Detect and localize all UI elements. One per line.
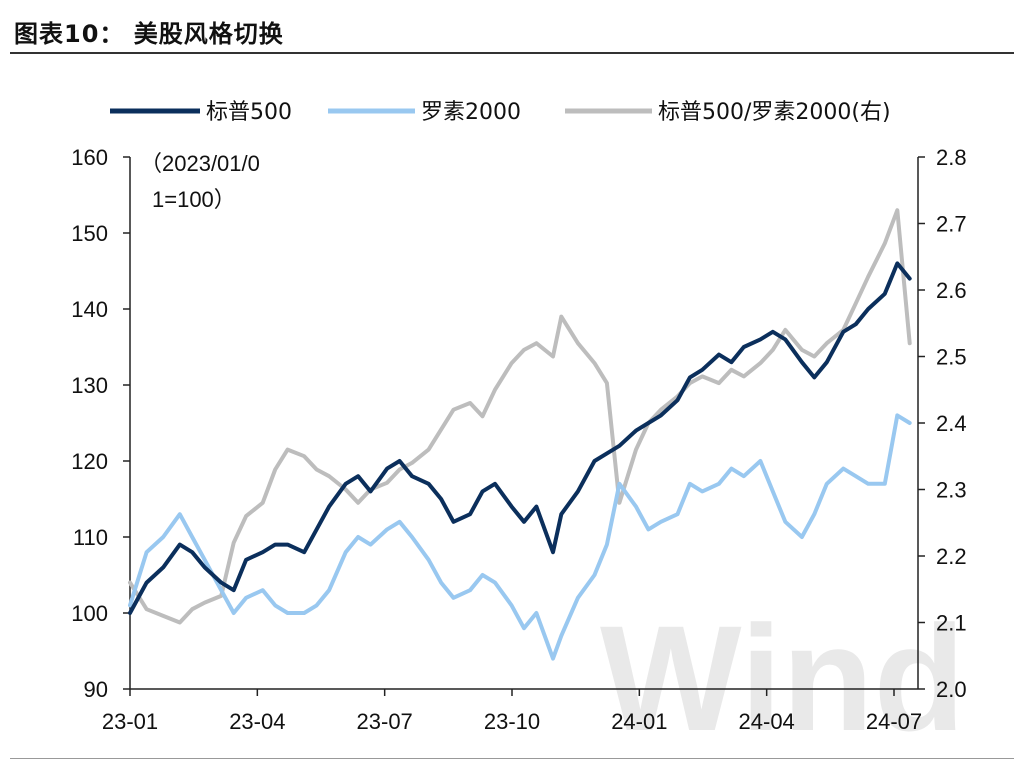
y-right-tick-label: 2.7 <box>936 212 967 237</box>
y-left-tick-label: 90 <box>84 677 108 702</box>
legend-label-ratio: 标普500/罗素2000(右) <box>658 100 891 125</box>
y-left-tick-label: 110 <box>73 525 108 550</box>
legend-label-russell2000: 罗素2000 <box>421 100 521 125</box>
base-date-note-line1: （2023/01/0 <box>140 151 260 176</box>
axis-ticks: 23-01 23-04 23-07 23-10 24-01 24-04 24-07 90 100… <box>71 145 966 734</box>
y-left-tick-label: 130 <box>71 373 108 398</box>
title-rule <box>10 52 1014 54</box>
y-left-tick-label: 100 <box>71 601 108 626</box>
x-tick-label: 23-07 <box>357 709 413 734</box>
y-right-tick-label: 2.4 <box>936 411 967 436</box>
x-tick-label: 24-04 <box>739 709 795 734</box>
wind-watermark: Wind <box>600 594 965 762</box>
x-tick-label: 23-10 <box>484 709 540 734</box>
x-tick-label: 23-01 <box>102 709 158 734</box>
y-left-tick-label: 120 <box>71 449 108 474</box>
y-left-tick-label: 160 <box>71 145 108 170</box>
series-layer <box>128 208 912 661</box>
y-right-tick-label: 2.8 <box>936 145 967 170</box>
x-tick-label: 23-04 <box>229 709 285 734</box>
bottom-rule <box>10 758 1014 759</box>
base-date-note-line2: 1=100） <box>152 187 236 212</box>
y-left-tick-label: 150 <box>71 221 108 246</box>
y-right-tick-label: 2.3 <box>936 478 967 503</box>
series-line-russell2000 <box>128 413 912 661</box>
series-line-sp500 <box>128 261 912 615</box>
figure-title: 图表10： 美股风格切换 <box>14 20 284 48</box>
legend: 标普500 罗素2000 标普500/罗素2000(右) <box>110 100 891 125</box>
y-right-tick-label: 2.6 <box>936 278 967 303</box>
x-tick-label: 24-07 <box>866 709 922 734</box>
y-right-tick-label: 2.5 <box>936 345 967 370</box>
x-tick-label: 24-01 <box>611 709 667 734</box>
y-right-tick-label: 2.1 <box>936 611 967 636</box>
y-left-tick-label: 140 <box>71 297 108 322</box>
legend-label-sp500: 标普500 <box>206 100 292 125</box>
y-right-tick-label: 2.2 <box>936 544 967 569</box>
y-right-tick-label: 2.0 <box>936 677 967 702</box>
